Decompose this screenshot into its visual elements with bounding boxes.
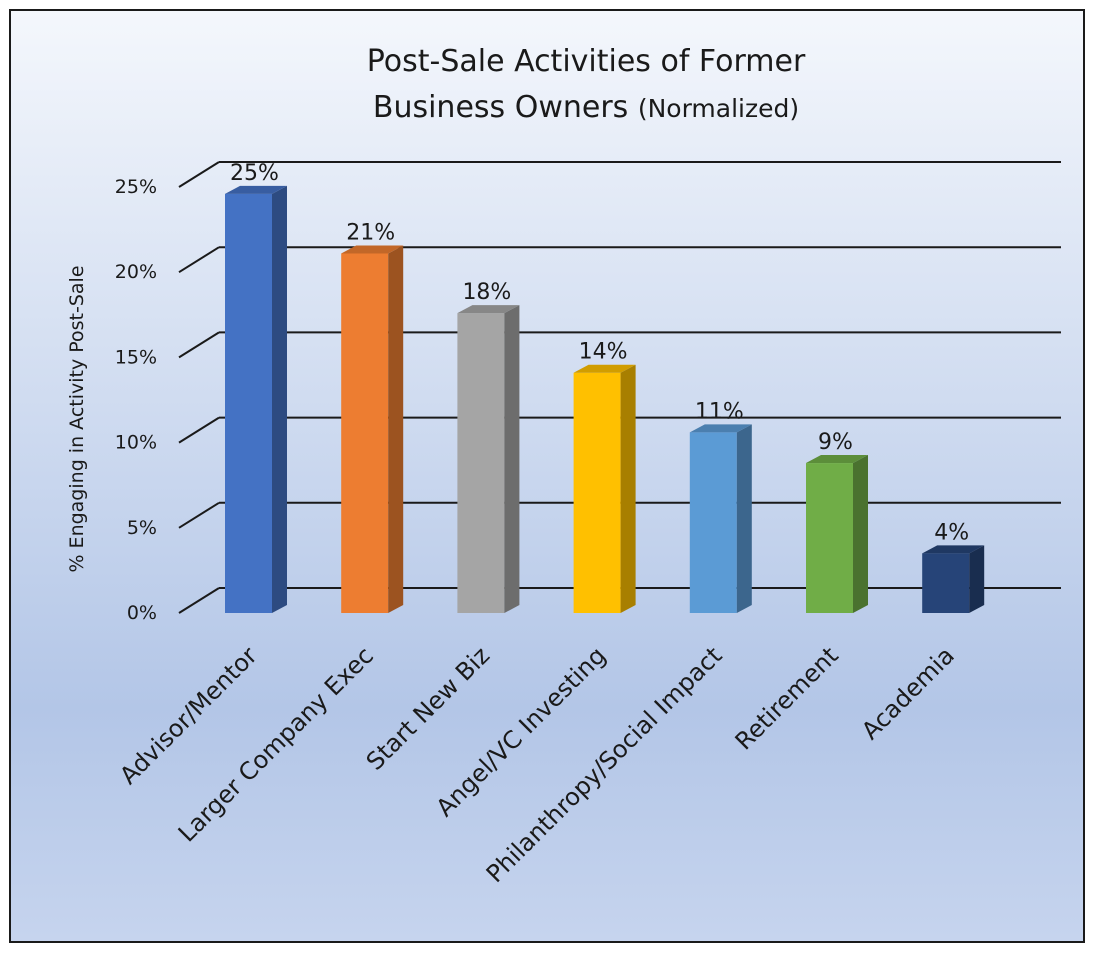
y-tick-label: 20% — [115, 261, 157, 283]
bar — [573, 372, 621, 613]
bar-top — [341, 245, 404, 254]
bar-top — [922, 545, 985, 554]
bar — [689, 432, 737, 613]
bar-value-label: 14% — [579, 340, 628, 365]
bar-top — [573, 364, 636, 373]
bars — [225, 185, 985, 614]
gridline-diagonal — [178, 587, 220, 614]
gridline-diagonal — [178, 501, 220, 529]
chart-title-note: (Normalized) — [638, 94, 799, 123]
chart-title-line1: Post-Sale Activities of Former — [367, 44, 806, 79]
bar-top — [457, 305, 520, 314]
y-tick-label: 5% — [127, 517, 157, 539]
bar-top — [225, 185, 287, 194]
bar-side — [504, 305, 520, 613]
bar-top — [689, 424, 752, 433]
plot-background — [11, 11, 1083, 941]
bar-value-label: 11% — [695, 399, 744, 424]
y-tick-labels: 0% 5% 10% 15% 20% 25% — [115, 176, 157, 624]
bar-value-label: 18% — [462, 280, 511, 305]
bar-chart: Post-Sale Activities of Former Business … — [11, 11, 1083, 941]
bar — [922, 553, 970, 613]
bar-side — [620, 364, 636, 613]
y-tick-label: 15% — [115, 346, 157, 368]
chart-frame: Post-Sale Activities of Former Business … — [9, 9, 1085, 943]
gridline-diagonal — [178, 416, 220, 444]
bar-side — [272, 185, 287, 614]
gridline-diagonal — [178, 331, 220, 359]
bar-side — [853, 455, 868, 613]
bar-value-label: 9% — [818, 430, 853, 455]
chart-title-main: Business Owners — [373, 90, 628, 125]
bar-side — [736, 424, 752, 613]
bar-value-label: 21% — [346, 220, 395, 245]
bar-value-label: 4% — [934, 520, 969, 545]
bar-top — [806, 455, 868, 464]
y-tick-label: 0% — [127, 602, 157, 624]
gridline-diagonal — [178, 161, 220, 188]
bar-value-label: 25% — [230, 161, 279, 186]
bar — [806, 463, 853, 613]
bar-side — [969, 545, 985, 613]
value-labels: 25% 21% 18% 14% 11% 9% 4% — [230, 161, 969, 546]
chart-title-line2: Business Owners (Normalized) — [373, 90, 799, 125]
y-tick-label: 25% — [115, 176, 157, 198]
bar — [457, 313, 505, 613]
y-tick-label: 10% — [115, 432, 157, 454]
bar-side — [388, 245, 404, 613]
bar — [341, 253, 389, 613]
y-axis-label: % Engaging in Activity Post-Sale — [66, 265, 88, 572]
gridline-diagonal — [178, 246, 220, 274]
bar — [225, 193, 272, 614]
